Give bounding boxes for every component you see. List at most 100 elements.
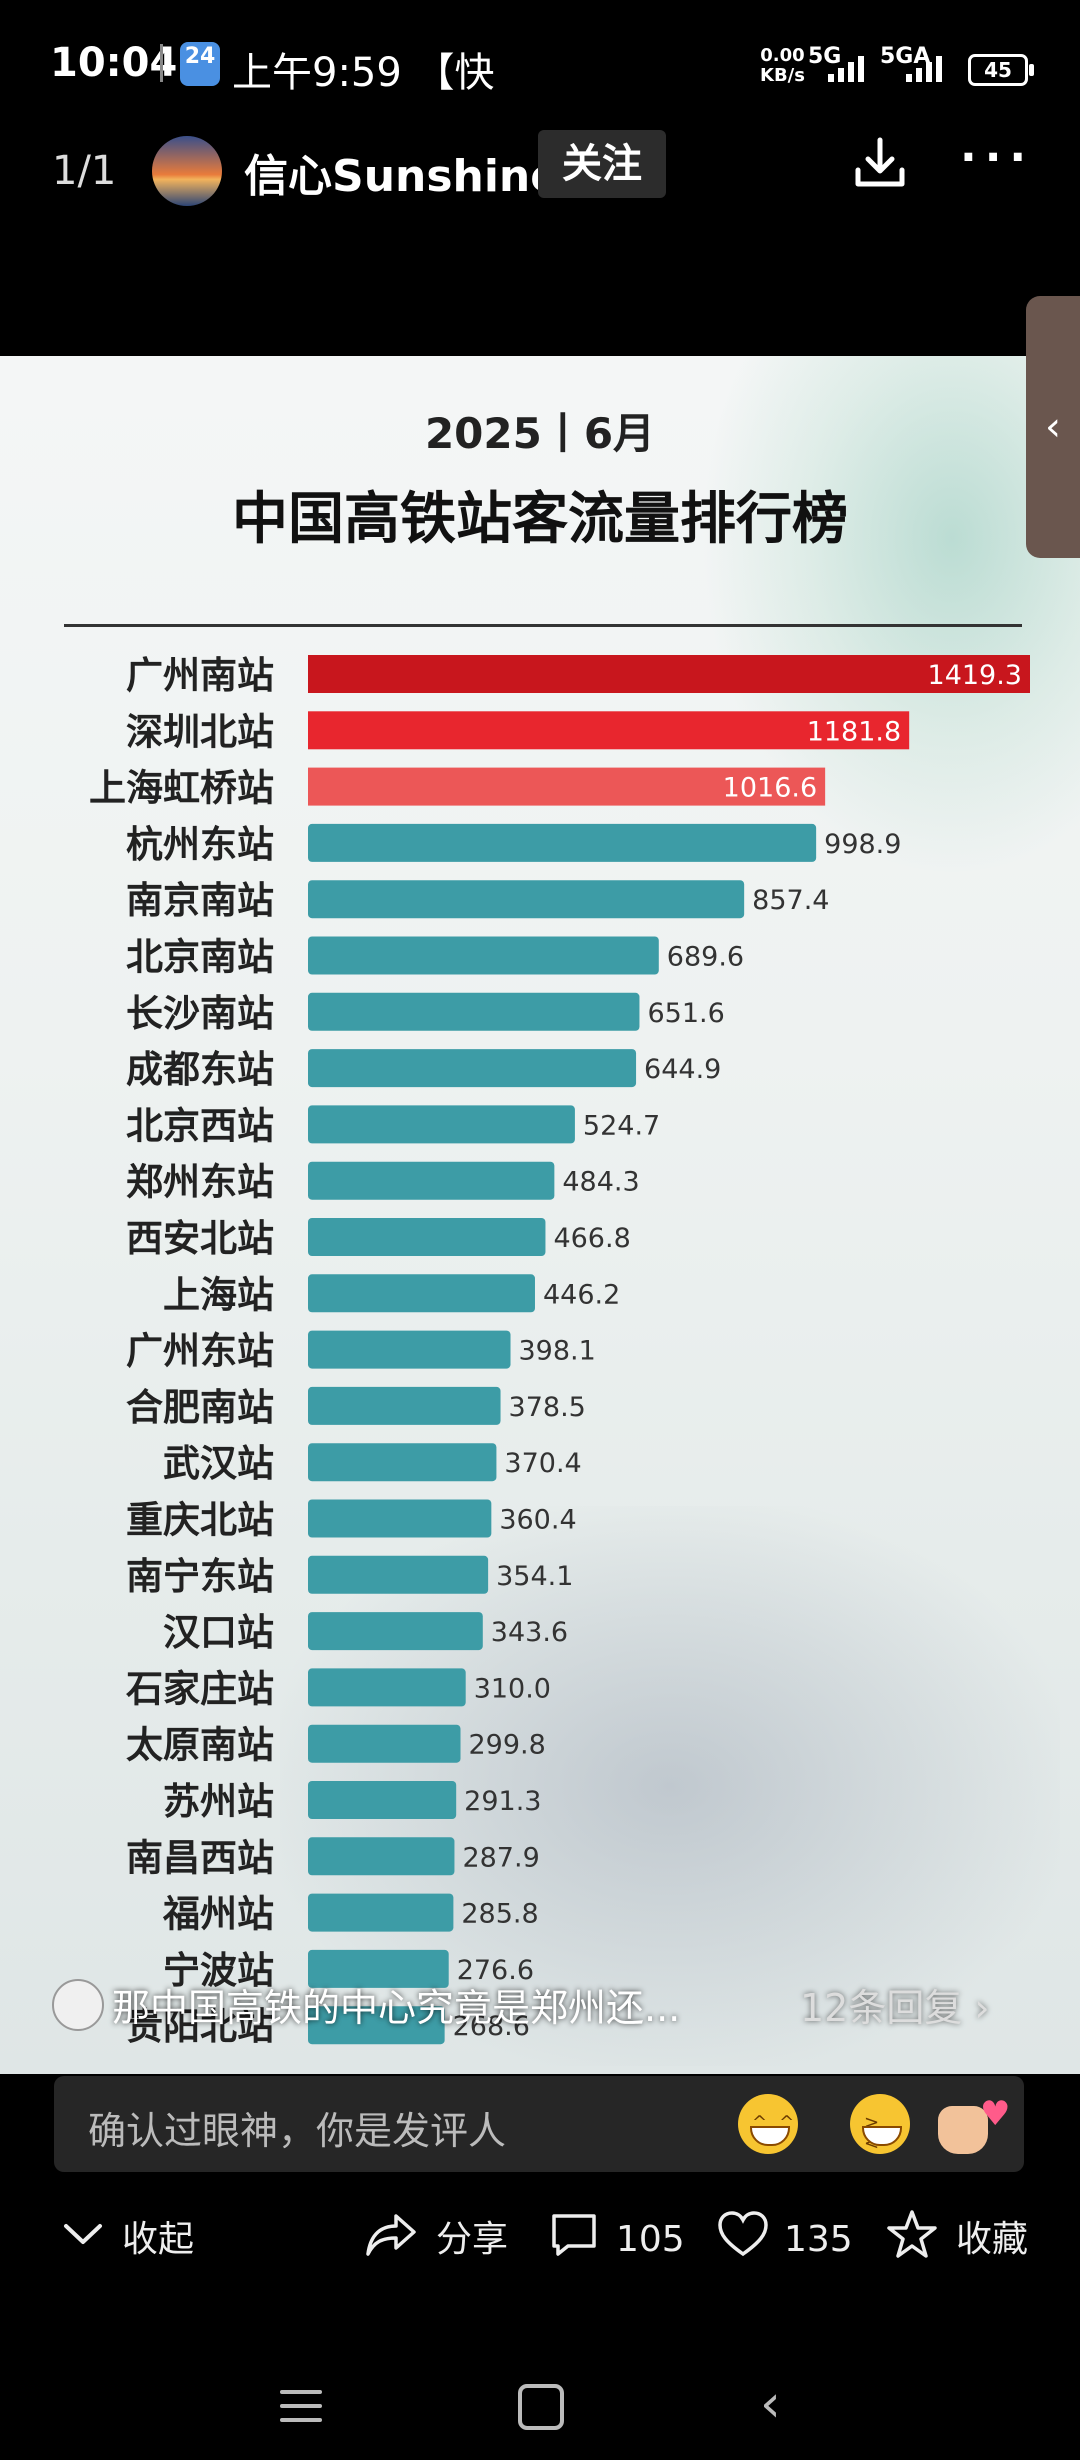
bar	[308, 1612, 483, 1651]
bar-label: 武汉站	[163, 1442, 274, 1485]
bar	[308, 1555, 489, 1594]
bar	[308, 936, 659, 975]
chevron-down-icon[interactable]	[58, 2208, 108, 2258]
bar	[308, 880, 745, 919]
network-speed-value: 0.00	[760, 45, 805, 66]
bar-value-label: 644.9	[644, 1054, 721, 1085]
follow-button[interactable]: 关注	[538, 130, 666, 198]
ranking-bar-chart: 广州南站 1419.3 深圳北站 1181.8 上海虹桥站 1016.6 杭州东站 998.9…	[89, 654, 1030, 2048]
author-name[interactable]: 信心Sunshine	[244, 151, 561, 202]
collapse-button[interactable]: 收起	[122, 2219, 195, 2260]
share-button[interactable]: 分享	[436, 2219, 509, 2260]
bar	[308, 1330, 511, 1369]
back-icon[interactable]: ‹	[760, 2374, 781, 2434]
share-icon[interactable]	[364, 2208, 420, 2260]
bar-label: 宁波站	[163, 1949, 274, 1992]
comment-icon[interactable]	[548, 2208, 600, 2260]
signal-bars-1-icon	[828, 52, 872, 82]
status-bar: 10:04 24 上午9:59 【快 0.00 KB/s 5G 5GA 45	[0, 0, 1080, 130]
download-icon[interactable]	[850, 134, 910, 194]
bar	[308, 1218, 546, 1256]
collapse-side-tab[interactable]: ‹	[1026, 296, 1080, 558]
bar-value-label: 285.8	[461, 1899, 538, 1930]
bar-value-label: 398.1	[519, 1336, 596, 1367]
bar	[308, 1668, 466, 1707]
comment-input-placeholder[interactable]: 确认过眼神，你是发评人	[88, 2109, 507, 2153]
star-icon[interactable]	[884, 2208, 940, 2262]
comment-preview[interactable]: 那中国高铁的中心究竟是郑州还... 12条回复 ›	[52, 1975, 1052, 2031]
bar	[308, 1386, 501, 1425]
bar-label: 石家庄站	[125, 1667, 274, 1710]
commenter-avatar	[52, 1979, 104, 2031]
bar-label: 成都东站	[126, 1048, 274, 1091]
bar-value-label: 276.6	[457, 1955, 534, 1986]
status-time: 10:04	[50, 40, 178, 86]
bar-label: 汉口站	[163, 1611, 274, 1654]
bar	[308, 1443, 497, 1482]
action-bar: 收起 分享 105 135 收藏	[0, 2200, 1080, 2280]
bar-label: 太原南站	[126, 1724, 274, 1767]
status-divider	[160, 44, 163, 82]
bar	[308, 655, 1030, 693]
bar-label: 重庆北站	[126, 1499, 274, 1542]
bar	[308, 1724, 461, 1763]
bar-label: 福州站	[162, 1893, 274, 1936]
system-nav-bar: ‹	[0, 2350, 1080, 2460]
more-options-icon[interactable]: ···	[960, 132, 1035, 183]
home-icon[interactable]	[518, 2384, 564, 2430]
bar-value-label: 354.1	[496, 1561, 573, 1592]
author-avatar[interactable]	[152, 136, 222, 206]
bar-value-label: 360.4	[499, 1505, 576, 1536]
bar-value-label: 268.6	[453, 2011, 530, 2042]
comment-count[interactable]: 105	[616, 2219, 685, 2260]
network-speed: 0.00 KB/s	[760, 46, 805, 86]
like-heart-icon[interactable]	[716, 2208, 770, 2260]
comment-preview-text[interactable]: 那中国高铁的中心究竟是郑州还...	[112, 1986, 681, 2030]
bar-value-label: 291.3	[464, 1786, 541, 1817]
bar-value-label: 857.4	[752, 885, 829, 916]
bar-value-label: 524.7	[583, 1110, 660, 1141]
bar-label: 广州南站	[126, 654, 274, 697]
bar	[308, 1949, 449, 1988]
bar-label: 南宁东站	[126, 1555, 274, 1598]
bar	[308, 1893, 454, 1932]
like-count[interactable]: 135	[784, 2219, 853, 2260]
comment-input[interactable]: 确认过眼神，你是发评人 ^^ >< ♥	[54, 2076, 1024, 2172]
favorite-button[interactable]: 收藏	[956, 2219, 1029, 2260]
bar-label: 杭州东站	[126, 823, 274, 866]
bar-label: 长沙南站	[126, 992, 274, 1035]
post-header: 1/1 信心Sunshine 关注 ···	[0, 130, 1080, 220]
post-image[interactable]: 2025丨6月 中国高铁站客流量排行榜 广州南站 1419.3 深圳北站 1181.8…	[0, 356, 1080, 2074]
signal-type-2: 5GA	[880, 44, 931, 69]
bar-value-label: 1016.6	[723, 773, 817, 804]
bar	[308, 1781, 457, 1819]
bar-label: 上海站	[163, 1273, 274, 1316]
bar-label: 合肥南站	[126, 1386, 274, 1429]
bar-value-label: 998.9	[824, 829, 901, 860]
bar-label: 南京南站	[126, 879, 274, 922]
network-speed-unit: KB/s	[760, 65, 805, 86]
bar-value-label: 1181.8	[807, 716, 901, 747]
bar	[308, 767, 826, 806]
bar-label: 郑州东站	[126, 1161, 274, 1204]
bar	[308, 1049, 637, 1088]
recent-apps-icon[interactable]	[280, 2390, 322, 2432]
notification-text: 上午9:59 【快	[232, 50, 495, 96]
bar-label: 贵阳北站	[126, 2005, 274, 2048]
bar	[308, 1499, 492, 1538]
bar-value-label: 287.9	[462, 1842, 539, 1873]
battery-icon: 45	[968, 54, 1034, 86]
bar-value-label: 343.6	[491, 1617, 568, 1648]
finger-heart-emoji-icon[interactable]	[938, 2106, 988, 2154]
signal-bars-2-icon	[906, 52, 950, 82]
grin-emoji-icon[interactable]: ^^	[738, 2094, 798, 2154]
bar-label: 南昌西站	[126, 1836, 274, 1879]
bar-value-label: 689.6	[667, 942, 744, 973]
bar-label: 深圳北站	[126, 710, 274, 753]
bar-value-label: 1419.3	[928, 660, 1022, 691]
comment-replies-link[interactable]: 12条回复 ›	[800, 1986, 990, 2030]
laugh-emoji-icon[interactable]: ><	[850, 2094, 910, 2154]
bar	[308, 1161, 555, 1200]
bar	[308, 992, 640, 1031]
title-divider	[64, 624, 1022, 627]
